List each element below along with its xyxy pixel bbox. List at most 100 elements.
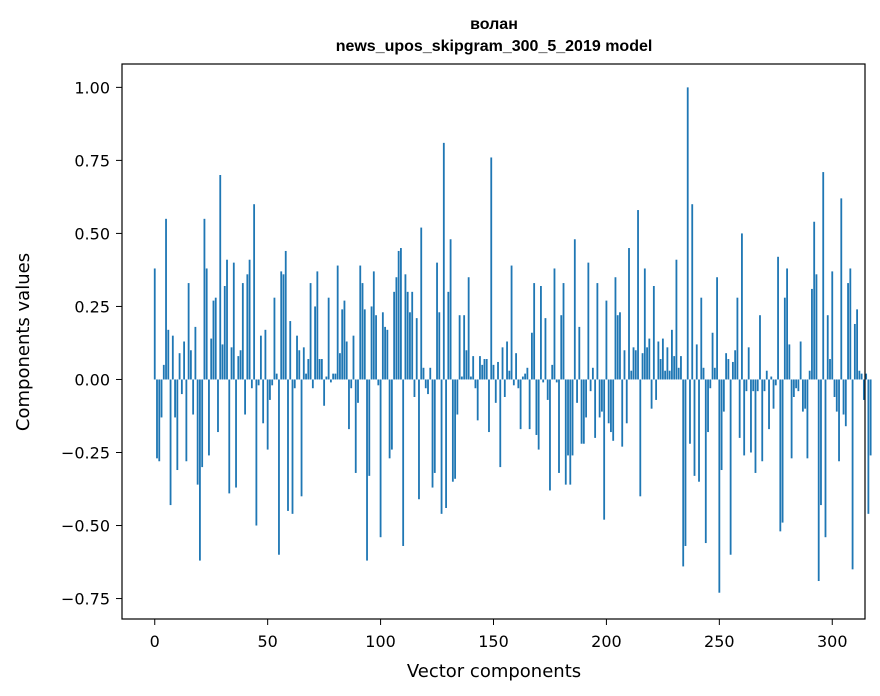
bar-component-151	[494, 379, 497, 403]
x-tick-label-200: 200	[591, 632, 622, 651]
y-axis-ticks: −0.75 −0.50 −0.25 0.00 0.25 0.50 0.75 1.00	[61, 78, 122, 609]
chart-title-line-2: news_upos_skipgram_300_5_2019 model	[336, 38, 653, 55]
bar-component-304	[840, 198, 843, 380]
bar-component-204	[614, 277, 617, 380]
bar-component-127	[440, 379, 443, 514]
bar-component-104	[388, 379, 391, 459]
bar-component-26	[212, 300, 215, 380]
bar-component-124	[433, 379, 436, 473]
bar-component-62	[293, 379, 296, 389]
bar-component-133	[454, 379, 457, 479]
bar-component-97	[372, 271, 375, 380]
bar-component-24	[208, 379, 210, 456]
x-tick-label-100: 100	[365, 632, 396, 651]
bar-component-177	[553, 268, 556, 380]
bar-component-111	[404, 274, 407, 380]
bar-component-42	[248, 259, 251, 380]
bar-component-278	[781, 379, 784, 523]
bar-component-92	[361, 283, 364, 380]
y-axis-label: Components values	[13, 253, 34, 431]
bar-component-59	[287, 379, 289, 511]
bar-component-8	[171, 335, 174, 380]
bar-component-219	[648, 338, 651, 380]
bar-component-190	[582, 379, 585, 444]
bar-component-255	[729, 379, 732, 555]
bar-component-230	[673, 356, 676, 380]
bar-component-217	[643, 268, 646, 380]
bar-component-36	[235, 379, 237, 488]
bar-component-99	[377, 379, 380, 386]
bar-component-47	[259, 335, 262, 380]
bar-component-27	[214, 297, 217, 380]
bar-component-260	[741, 233, 743, 380]
bar-component-220	[650, 379, 653, 409]
bar-component-266	[754, 379, 757, 473]
bar-component-49	[264, 329, 267, 380]
bar-component-245	[707, 379, 709, 433]
bar-component-117	[418, 379, 420, 500]
bar-component-126	[438, 312, 441, 380]
bar-component-195	[594, 379, 597, 438]
bar-component-50	[266, 379, 269, 450]
bar-component-146	[483, 359, 486, 380]
bar-component-1	[156, 379, 158, 459]
bar-component-210	[628, 248, 630, 380]
bar-component-71	[314, 306, 316, 380]
bar-component-202	[610, 379, 612, 433]
bar-component-310	[853, 323, 856, 380]
bar-component-303	[838, 379, 840, 462]
bar-component-123	[431, 379, 434, 488]
bar-component-22	[203, 218, 206, 380]
bar-component-170	[537, 379, 540, 450]
bar-component-137	[463, 315, 466, 380]
bar-component-243	[702, 367, 705, 380]
bar-component-106	[393, 291, 396, 380]
bar-component-228	[668, 370, 671, 380]
bar-component-236	[686, 87, 689, 380]
y-tick-label-6: 0.75	[74, 151, 110, 170]
bar-component-169	[535, 379, 538, 435]
bar-component-313	[860, 373, 863, 380]
bar-component-5	[165, 218, 167, 380]
bar-component-96	[370, 306, 373, 380]
bar-component-280	[786, 268, 788, 380]
bar-component-257	[734, 350, 737, 380]
bar-component-74	[320, 359, 323, 380]
bar-component-87	[350, 379, 353, 389]
bar-component-179	[558, 379, 560, 473]
bar-component-115	[413, 379, 416, 397]
bar-component-37	[237, 356, 240, 380]
bar-component-31	[223, 286, 226, 380]
bar-component-289	[806, 379, 809, 459]
bar-component-317	[869, 379, 872, 456]
bar-component-288	[804, 379, 807, 409]
bar-component-32	[226, 259, 228, 380]
bar-component-110	[402, 379, 405, 546]
bar-component-88	[352, 335, 355, 380]
bar-component-54	[275, 373, 278, 380]
bar-component-4	[162, 364, 165, 380]
bar-component-91	[359, 265, 362, 380]
bar-component-226	[664, 370, 667, 380]
bar-component-121	[427, 379, 429, 395]
bar-component-102	[384, 326, 387, 380]
y-tick-label-4: 0.25	[74, 297, 110, 316]
bar-component-234	[682, 379, 685, 567]
bar-component-285	[797, 379, 800, 392]
bar-component-197	[598, 379, 601, 418]
bar-component-28	[217, 379, 219, 433]
bar-component-63	[296, 335, 298, 380]
bar-component-282	[790, 379, 793, 459]
bar-component-312	[858, 370, 861, 380]
bar-component-271	[765, 370, 768, 380]
bar-component-95	[368, 379, 371, 476]
bar-component-21	[201, 379, 204, 468]
bar-component-251	[720, 379, 723, 471]
bar-component-279	[783, 297, 786, 380]
bar-component-51	[269, 379, 271, 400]
bar-component-109	[400, 248, 402, 380]
bar-component-270	[763, 379, 766, 392]
bar-component-291	[811, 288, 813, 380]
bar-component-193	[589, 379, 592, 392]
